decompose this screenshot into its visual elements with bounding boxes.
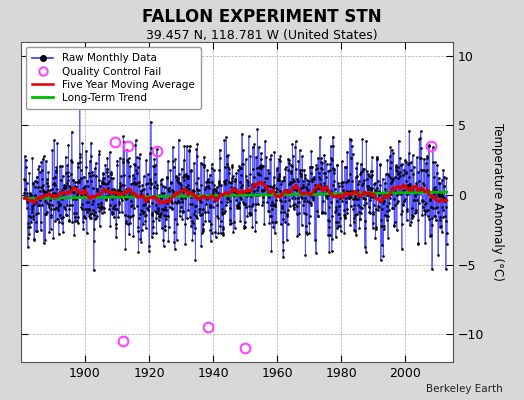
Text: 39.457 N, 118.781 W (United States): 39.457 N, 118.781 W (United States) xyxy=(146,29,378,42)
Y-axis label: Temperature Anomaly (°C): Temperature Anomaly (°C) xyxy=(491,123,504,281)
Text: Berkeley Earth: Berkeley Earth xyxy=(427,384,503,394)
Text: FALLON EXPERIMENT STN: FALLON EXPERIMENT STN xyxy=(142,8,382,26)
Legend: Raw Monthly Data, Quality Control Fail, Five Year Moving Average, Long-Term Tren: Raw Monthly Data, Quality Control Fail, … xyxy=(26,47,201,109)
